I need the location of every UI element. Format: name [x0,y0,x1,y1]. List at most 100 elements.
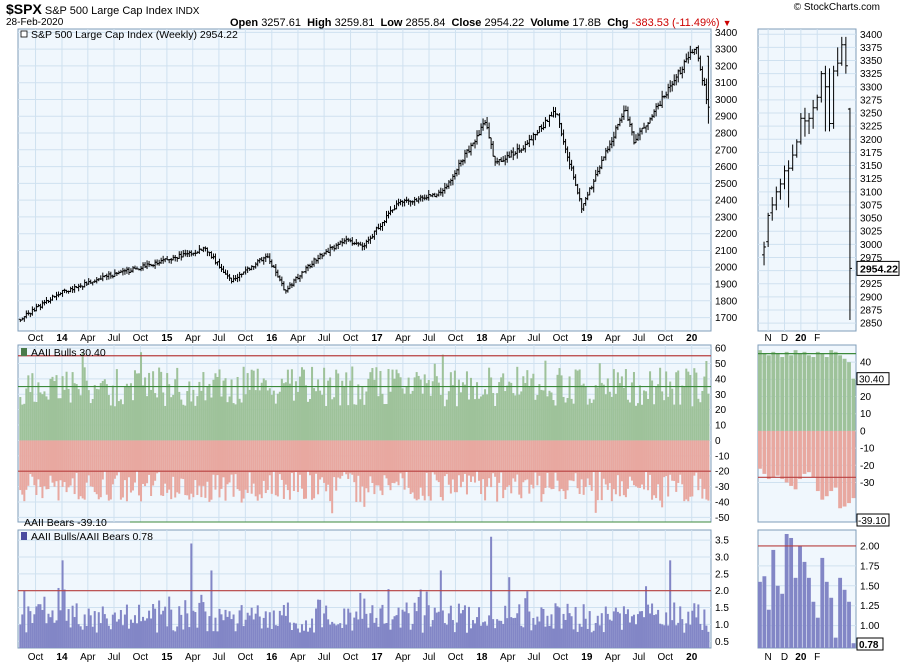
ratio-bar-0 [19,624,22,648]
bears-bar-263 [548,440,551,488]
bulls-bar-42 [103,379,106,441]
ratio-bar-93 [206,631,209,648]
price-main-tick-label-4: 2100 [715,246,738,257]
bulls-bar-216 [453,370,456,441]
bulls-bar-301 [624,369,627,441]
price-main-tick-label-11: 2800 [715,129,738,140]
bears-bar-46 [111,440,114,485]
ratio-bar-270 [562,613,565,648]
ratio-bar-11 [41,609,44,648]
side-ratio-bar-0 [758,581,762,648]
bears-bar-86 [192,440,195,498]
ratio-bar-91 [202,602,205,648]
bulls-bar-226 [474,399,477,441]
bulls-bar-193 [407,377,410,441]
ratio-bar-282 [586,628,589,648]
ratio-bar-197 [415,611,418,648]
bulls-bar-312 [647,398,650,441]
bears-bar-71 [162,440,165,496]
bulls-bar-196 [413,377,416,441]
ratio-bar-221 [463,605,466,648]
bears-bar-302 [626,440,629,489]
bulls-bar-93 [206,387,209,441]
bears-bar-34 [87,440,90,476]
ratio-bar-263 [548,625,551,648]
ratio-last-value-label: 0.78 [859,640,879,651]
ratio-bar-236 [494,628,497,648]
bears-bar-172 [365,440,368,489]
ratio-bar-159 [339,623,342,648]
ratio-bar-17 [53,622,56,648]
bulls-bar-71 [162,392,165,441]
bulls-bar-56 [131,400,134,441]
bulls-bar-138 [296,391,299,441]
ratio-bar-1 [21,614,24,648]
bears-bar-158 [337,440,340,478]
bears-bar-57 [133,440,136,483]
ratio-bar-39 [97,612,100,648]
ratio-bar-321 [665,612,668,648]
bears-bar-286 [594,440,597,513]
ratio-bar-205 [431,620,434,648]
bears-bar-340 [703,440,706,489]
ratio-bar-37 [93,611,96,648]
bears-bar-291 [604,440,607,485]
ratio-bar-262 [546,615,549,648]
ratio-bar-341 [705,625,708,648]
bears-bar-311 [645,440,648,473]
ratio-bar-233 [488,615,491,648]
bears-bar-95 [210,440,213,500]
ratio-bar-4 [27,606,30,648]
side-ratio-bar-18 [838,577,843,648]
aaii-main-tick-label-1: -40 [715,497,730,508]
ratio-bar-342 [707,631,710,648]
ratio-bar-30 [79,626,82,648]
ratio-bar-31 [81,629,84,648]
price-side-tick-label-19: 3325 [860,69,883,80]
ratio-bar-137 [294,623,297,648]
bears-bar-21 [61,440,64,487]
ratio-bar-74 [168,596,171,648]
aaii-side-tick-label-5: 20 [860,392,872,403]
bears-bar-4 [27,440,30,486]
bulls-bar-139 [298,376,301,441]
bears-bar-116 [252,440,255,484]
bears-bar-296 [614,440,617,495]
bears-bar-119 [258,440,261,495]
ratio-bar-103 [226,616,229,648]
bears-bar-257 [536,440,539,486]
ratio-bar-7 [33,614,36,648]
bulls-bar-245 [512,393,515,441]
bears-bar-38 [95,440,98,495]
bulls-bar-103 [226,402,229,441]
bottom-x-label-13: 17 [371,652,383,663]
side-bulls-bar-14 [820,353,825,431]
ratio-bar-6 [31,623,34,648]
bulls-bar-7 [33,401,36,441]
ratio-bar-193 [407,613,410,648]
bears-bar-174 [369,440,372,477]
symbol: $SPX [6,1,42,17]
bulls-bar-26 [71,372,74,441]
ratio-bar-175 [371,605,374,648]
bears-bar-297 [616,440,619,476]
bears-bar-141 [302,440,306,499]
ratio-bar-25 [69,627,72,648]
bears-bar-112 [244,440,247,490]
price-x-label-7: Jul [213,333,226,344]
bears-bar-234 [490,440,493,488]
bears-bar-81 [182,440,185,480]
ratio-bar-292 [606,613,609,648]
bulls-bar-79 [178,391,181,441]
bulls-bar-31 [81,353,84,441]
bulls-bar-159 [339,405,342,441]
bears-bar-326 [675,440,678,492]
bulls-bar-199 [419,379,422,441]
bears-bar-256 [534,440,537,473]
bulls-bar-127 [274,403,277,441]
bulls-bar-161 [343,386,346,441]
price-x-label-11: Jul [318,333,331,344]
bears-bar-189 [399,440,402,474]
bulls-bar-302 [626,399,629,441]
ratio-bar-135 [290,630,293,648]
